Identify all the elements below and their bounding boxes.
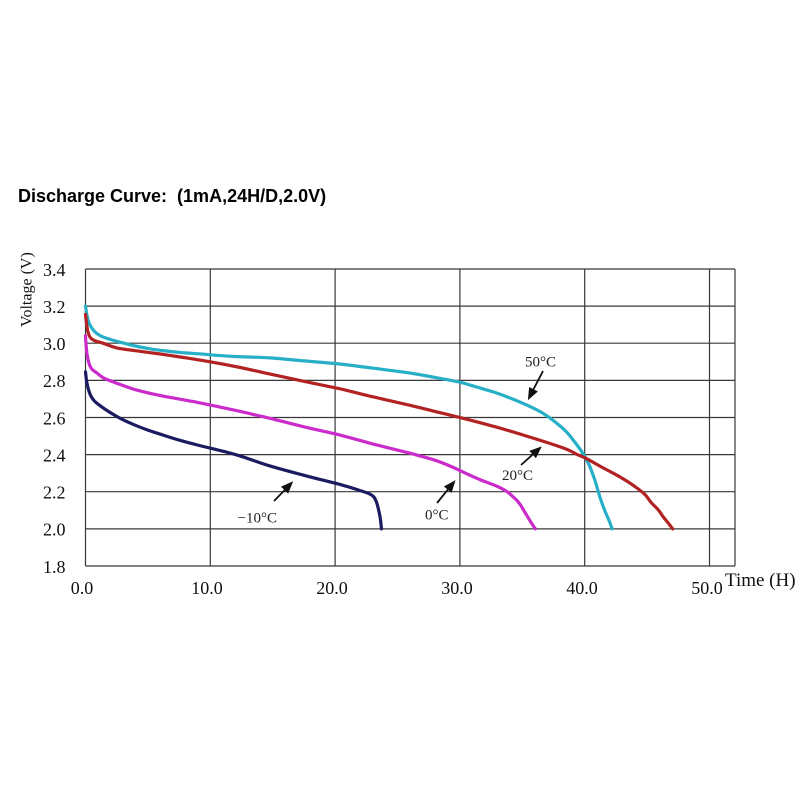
svg-text:50°C: 50°C	[525, 355, 556, 371]
svg-text:3.4: 3.4	[43, 260, 66, 280]
svg-text:2.2: 2.2	[43, 483, 66, 503]
svg-text:Discharge Curve: (1mA,24H/D,2: Discharge Curve: (1mA,24H/D,2.0V)	[18, 186, 326, 206]
svg-text:1.8: 1.8	[43, 557, 66, 577]
svg-text:−10°C: −10°C	[238, 511, 277, 527]
svg-text:20°C: 20°C	[502, 468, 533, 484]
svg-text:20.0: 20.0	[316, 578, 348, 598]
svg-text:10.0: 10.0	[191, 578, 223, 598]
svg-text:0.0: 0.0	[71, 578, 94, 598]
svg-text:50.0: 50.0	[691, 578, 723, 598]
svg-text:Time (H): Time (H)	[725, 570, 796, 591]
svg-text:Voltage (V): Voltage (V)	[19, 252, 36, 327]
svg-text:3.2: 3.2	[43, 297, 66, 317]
svg-text:0°C: 0°C	[425, 508, 449, 524]
svg-text:2.6: 2.6	[43, 408, 66, 428]
svg-text:2.8: 2.8	[43, 371, 66, 391]
svg-text:2.0: 2.0	[43, 520, 66, 540]
svg-text:30.0: 30.0	[441, 578, 473, 598]
svg-text:3.0: 3.0	[43, 334, 66, 354]
svg-text:40.0: 40.0	[566, 578, 598, 598]
svg-text:2.4: 2.4	[43, 445, 66, 465]
